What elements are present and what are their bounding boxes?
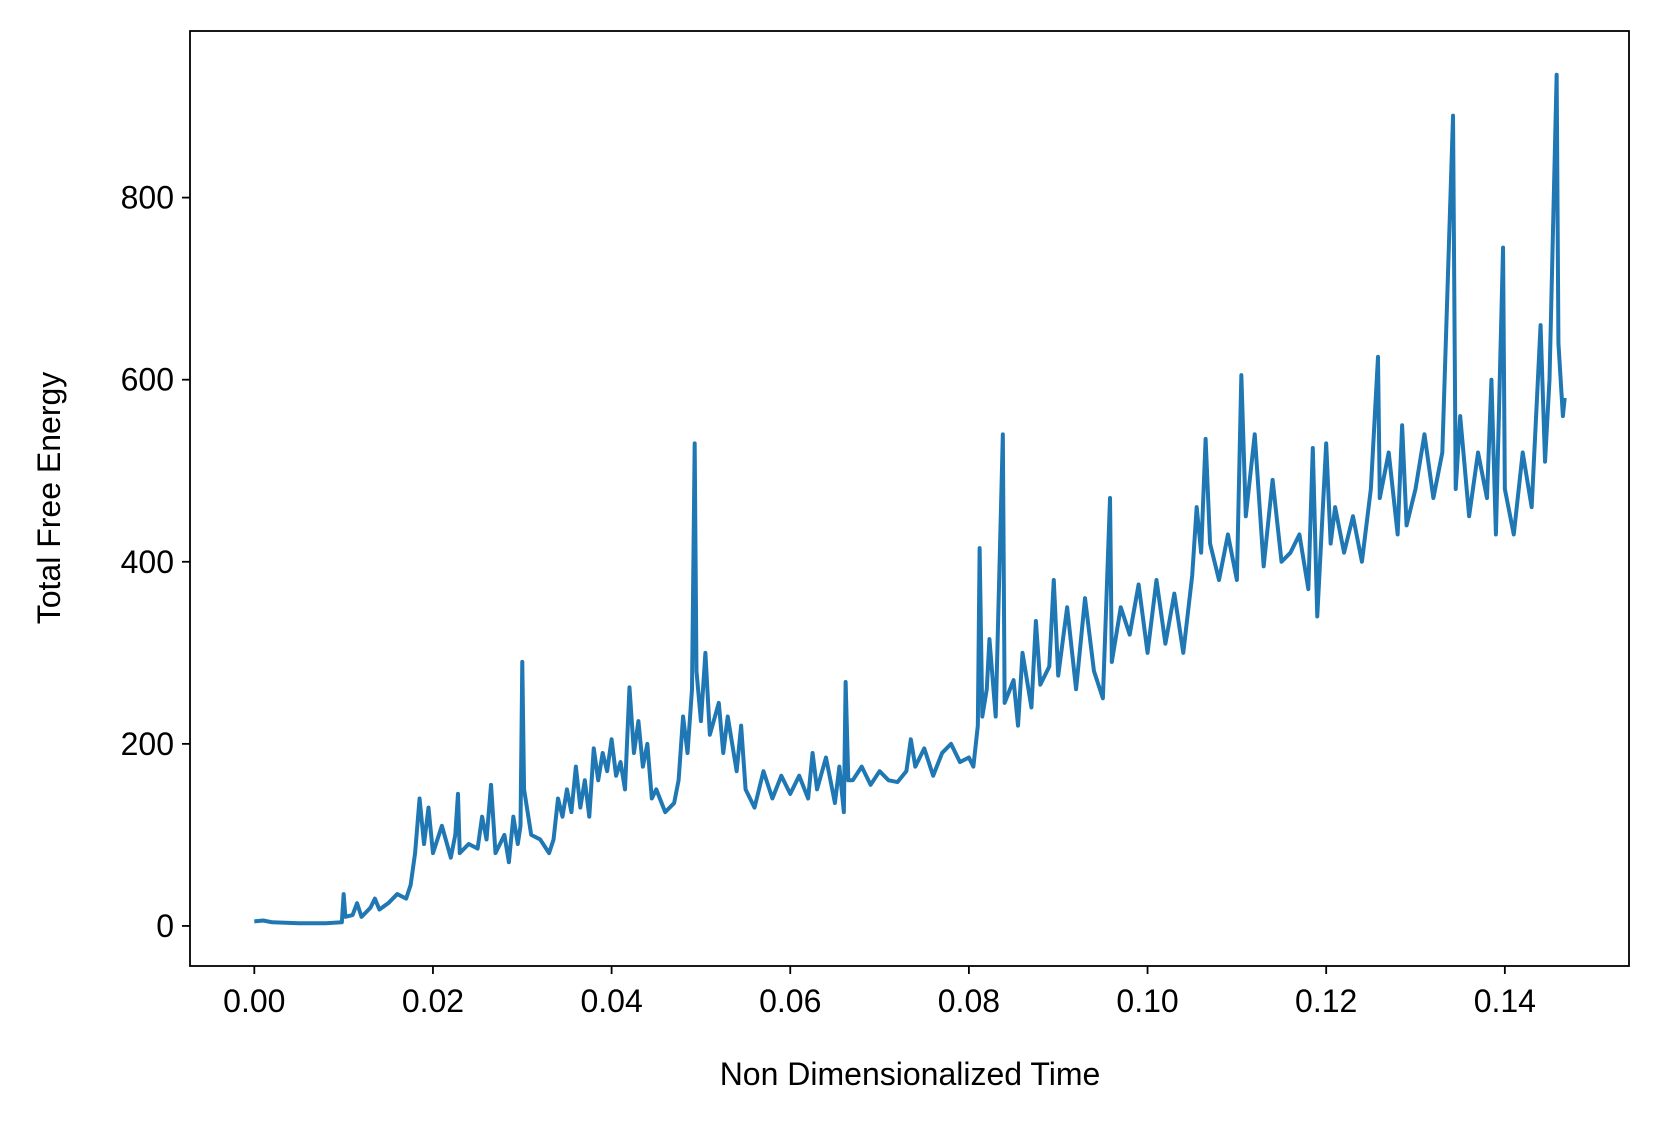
y-tick-label: 400 (121, 544, 174, 580)
data-line (254, 72, 1567, 926)
x-tick-label: 0.06 (759, 983, 821, 1019)
x-tick-label: 0.12 (1295, 983, 1357, 1019)
x-axis-label: Non Dimensionalized Time (720, 1056, 1101, 1092)
y-tick-label: 600 (121, 362, 174, 398)
y-tick-label: 800 (121, 180, 174, 216)
y-axis-label: Total Free Energy (31, 372, 67, 625)
y-tick-label: 200 (121, 726, 174, 762)
x-tick-label: 0.08 (938, 983, 1000, 1019)
x-tick-label: 0.02 (402, 983, 464, 1019)
x-tick-label: 0.14 (1474, 983, 1536, 1019)
x-tick-label: 0.10 (1116, 983, 1178, 1019)
x-tick-label: 0.04 (580, 983, 642, 1019)
y-tick-label: 0 (156, 908, 174, 944)
plot-frame (189, 30, 1630, 967)
x-tick-label: 0.00 (223, 983, 285, 1019)
